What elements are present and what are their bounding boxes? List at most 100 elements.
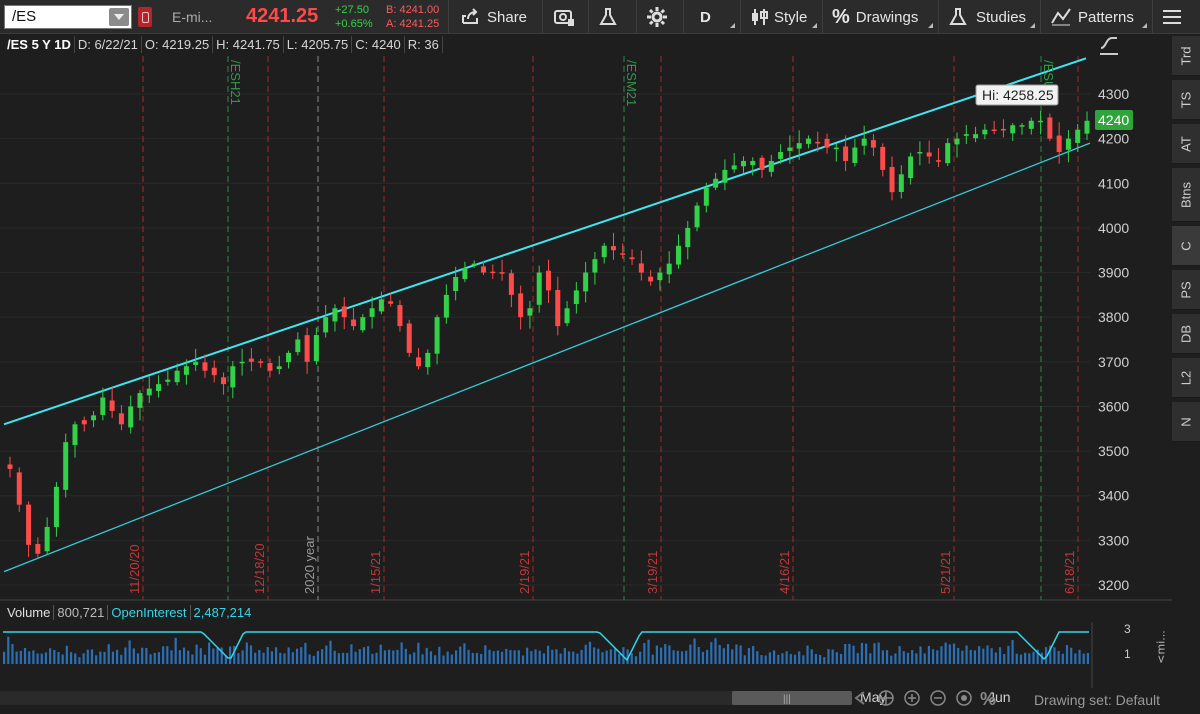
time-axis[interactable]: NovDec21FebMarAprMayJun ||| % [0, 688, 1200, 714]
volume-bar [810, 649, 813, 664]
volume-bar [998, 647, 1002, 664]
volume-bar [931, 649, 935, 664]
volume-bar [203, 654, 207, 664]
volume-bar [823, 657, 826, 664]
candle-body [239, 361, 245, 364]
volume-bar [890, 655, 893, 664]
volume-bar [639, 651, 642, 664]
price-axis[interactable] [1090, 56, 1172, 600]
scrollbar-thumb[interactable] [732, 691, 852, 705]
volume-bar [944, 642, 947, 664]
volume-bar [739, 645, 742, 664]
volume-bar [1044, 647, 1048, 664]
candle-body [945, 143, 951, 164]
volume-bar [994, 652, 997, 664]
trend-channel[interactable] [3, 57, 1091, 573]
percent-icon[interactable]: % [980, 689, 996, 709]
corner-arrow-icon [928, 23, 933, 28]
candle-body [889, 166, 895, 193]
drawing-set-label[interactable]: Drawing set: Default [1033, 692, 1160, 708]
volume-bar [287, 647, 290, 664]
ohlc-open: O: 4219.25 [142, 36, 214, 53]
share-button[interactable]: Share [460, 0, 540, 34]
candle-body [499, 272, 505, 274]
candle-body [35, 544, 41, 554]
channel-upper-line[interactable] [3, 57, 1087, 426]
volume-bar [107, 644, 110, 664]
volume-bar [718, 644, 721, 664]
tab-label: Btns [1178, 181, 1194, 208]
studies-button[interactable]: Studies [948, 0, 1038, 34]
volume-bar [530, 651, 533, 664]
candle-body [341, 306, 347, 318]
volume-bar [1049, 645, 1052, 664]
volume-label[interactable]: Volume [4, 604, 55, 620]
candle-body [462, 268, 468, 280]
candle-body [620, 253, 626, 255]
settings-button[interactable] [646, 0, 676, 34]
volume-bar [572, 651, 575, 664]
candle-body [1056, 135, 1062, 153]
candle-body [434, 317, 440, 354]
volume-bar [1074, 653, 1077, 664]
volume-bar [580, 649, 583, 664]
candle-body [1047, 117, 1053, 139]
open-interest-label[interactable]: OpenInterest [108, 604, 191, 620]
more-menu-button[interactable] [1162, 0, 1192, 34]
candle-body [174, 370, 180, 383]
volume-bar [312, 655, 315, 664]
tab-ps[interactable]: PS [1172, 270, 1200, 310]
patterns-button[interactable]: Patterns [1050, 0, 1150, 34]
tab-c[interactable]: C [1172, 226, 1200, 266]
volume-bar [1024, 652, 1027, 664]
candle-body [258, 361, 264, 363]
volume-bar [559, 653, 562, 664]
snapshot-button[interactable] [553, 0, 583, 34]
style-button[interactable]: Style [750, 0, 820, 34]
tab-at[interactable]: AT [1172, 124, 1200, 164]
candle-body [880, 146, 886, 170]
grid-lines [0, 93, 1090, 586]
volume-bar [509, 650, 512, 664]
volume-bar [69, 652, 73, 664]
volume-bar [881, 650, 884, 664]
zoom-reset-icon[interactable] [956, 690, 972, 706]
volume-bars [3, 636, 1090, 664]
hamburger-icon [1163, 10, 1181, 24]
volume-bar [3, 651, 6, 664]
tab-btns[interactable]: Btns [1172, 168, 1200, 222]
volume-pane[interactable] [0, 622, 1092, 688]
volume-bar [19, 650, 22, 664]
volume-bar [706, 649, 709, 664]
zoom-out-icon[interactable] [930, 690, 946, 706]
tab-db[interactable]: DB [1172, 314, 1200, 354]
candle-body [778, 152, 784, 159]
volume-bar [136, 653, 140, 664]
drawings-button[interactable]: % Drawings [832, 0, 936, 34]
candle-body [351, 319, 357, 327]
tab-ts[interactable]: TS [1172, 80, 1200, 120]
symbol-input[interactable]: /ES [4, 5, 132, 29]
current-price-badge: 4240 [1095, 110, 1133, 130]
channel-lower-line[interactable] [3, 142, 1091, 573]
crosshair-icon[interactable] [878, 690, 894, 706]
link-group-icon[interactable] [138, 7, 152, 27]
volume-bar [551, 649, 554, 664]
chart-symbol-period[interactable]: /ES 5 Y 1D [4, 36, 75, 53]
tab-n[interactable]: N [1172, 402, 1200, 442]
tab-l2[interactable]: L2 [1172, 358, 1200, 398]
zoom-in-icon[interactable] [904, 690, 920, 706]
scroll-left-icon[interactable] [854, 691, 865, 705]
mini-tab[interactable]: <mi... [1150, 625, 1172, 669]
chart-area[interactable]: 4300 4200 4100 4000 3900 3800 3700 3600 3500 3400… [0, 34, 1172, 688]
volume-bar [567, 651, 571, 664]
volume-bar [383, 650, 386, 664]
chevron-down-icon[interactable] [109, 8, 129, 26]
axis-link-icon[interactable] [1100, 37, 1118, 55]
flask-button[interactable] [598, 0, 628, 34]
volume-bar [450, 654, 453, 664]
tab-trd[interactable]: Trd [1172, 36, 1200, 76]
interval-button[interactable]: D [700, 0, 738, 34]
volume-bar [1015, 653, 1018, 664]
scrollbar-track[interactable] [0, 691, 740, 705]
